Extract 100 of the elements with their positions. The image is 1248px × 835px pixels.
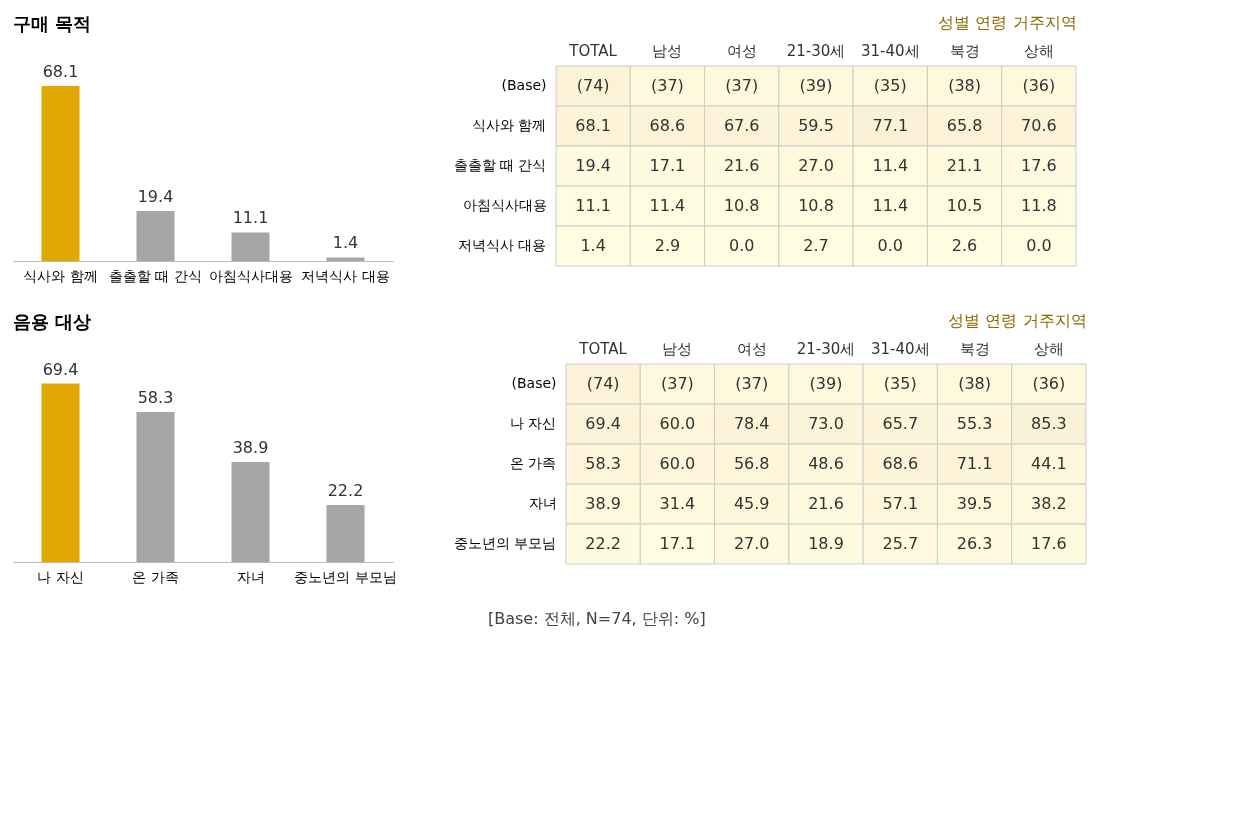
- y-tick-label: (Base): [511, 375, 557, 391]
- data-label: 10.8: [723, 196, 760, 215]
- data-label: (37): [661, 374, 694, 393]
- data-label: 68.1: [575, 116, 611, 135]
- y-tick-label: 저녁식사 대용: [458, 237, 547, 253]
- data-label: 68.6: [649, 116, 686, 135]
- data-label: 25.7: [882, 534, 919, 553]
- data-label: (37): [725, 76, 759, 95]
- data-label: 22.2: [585, 534, 621, 553]
- data-label: 21.6: [723, 156, 760, 175]
- data-label: 0.0: [877, 236, 904, 255]
- data-label: 10.8: [798, 196, 834, 215]
- x-tick-label: 21-30세: [796, 339, 856, 358]
- bar: [136, 412, 175, 562]
- data-label: (39): [799, 76, 833, 95]
- y-tick-label: 출출할 때 간식: [453, 157, 547, 173]
- data-label: 73.0: [808, 414, 844, 433]
- data-label: 60.0: [659, 454, 696, 473]
- bar: [41, 383, 80, 562]
- x-tick-label: 여성: [736, 339, 767, 358]
- data-label: 38.9: [232, 437, 269, 457]
- bar: [231, 232, 270, 261]
- data-label: 48.6: [808, 454, 844, 473]
- data-label: 65.7: [882, 414, 919, 433]
- data-label: (38): [958, 374, 991, 393]
- x-tick-label: 아침식사대용: [208, 267, 293, 284]
- text: 성별 연령 거주지역: [938, 13, 1077, 32]
- chart-title: 구매 목적: [13, 12, 92, 34]
- data-label: 10.5: [946, 196, 983, 215]
- x-tick-label: 31-40세: [870, 339, 930, 358]
- text: [Base: 전체, N=74, 단위: %]: [488, 609, 707, 630]
- y-tick-label: (Base): [501, 77, 547, 93]
- data-label: 17.6: [1021, 156, 1057, 175]
- bar: [326, 504, 365, 562]
- data-label: 22.2: [327, 480, 364, 500]
- data-label: 11.4: [872, 156, 909, 175]
- y-tick-label: 온 가족: [510, 455, 557, 471]
- data-label: (36): [1032, 374, 1066, 393]
- data-label: 65.8: [946, 116, 983, 135]
- data-label: 67.6: [723, 116, 760, 135]
- data-label: 58.3: [137, 388, 174, 408]
- data-label: 55.3: [956, 414, 993, 433]
- data-label: 17.1: [649, 156, 686, 175]
- data-label: 57.1: [882, 494, 919, 513]
- x-tick-label: 온 가족: [132, 568, 179, 585]
- data-label: 69.4: [42, 359, 79, 379]
- x-tick-label: 나 자신: [37, 568, 84, 585]
- data-label: 85.3: [1031, 414, 1067, 433]
- x-tick-label: 상해: [1033, 339, 1064, 358]
- data-label: 77.1: [872, 116, 909, 135]
- data-label: 27.0: [733, 534, 770, 553]
- x-tick-label: 31-40세: [860, 41, 920, 60]
- data-label: 68.1: [42, 61, 79, 81]
- data-label: 17.1: [659, 534, 696, 553]
- data-label: 44.1: [1031, 454, 1067, 473]
- x-tick-label: TOTAL: [568, 41, 618, 60]
- x-tick-label: 남성: [662, 339, 693, 358]
- x-tick-label: 식사와 함께: [23, 267, 98, 284]
- data-label: (35): [883, 374, 917, 393]
- bar: [41, 85, 80, 261]
- data-label: 19.4: [137, 187, 174, 207]
- data-label: 18.9: [808, 534, 844, 553]
- data-label: 2.6: [951, 236, 978, 255]
- x-tick-label: 21-30세: [786, 41, 846, 60]
- data-label: (35): [873, 76, 907, 95]
- data-label: 26.3: [956, 534, 993, 553]
- data-label: 0.0: [728, 236, 755, 255]
- x-tick-label: TOTAL: [578, 339, 628, 358]
- data-label: 59.5: [798, 116, 834, 135]
- data-label: 0.0: [1026, 236, 1052, 255]
- data-label: 17.6: [1031, 534, 1067, 553]
- data-label: 1.4: [580, 236, 606, 255]
- chart-title: 음용 대상: [13, 310, 92, 332]
- data-label: 21.1: [946, 156, 983, 175]
- x-tick-label: 북경: [959, 339, 990, 358]
- x-tick-label: 출출할 때 간식: [109, 267, 202, 284]
- data-label: (39): [809, 374, 843, 393]
- data-label: 39.5: [956, 494, 993, 513]
- data-label: 71.1: [956, 454, 993, 473]
- y-tick-label: 나 자신: [510, 415, 557, 431]
- data-label: 11.4: [649, 196, 686, 215]
- y-tick-label: 아침식사대용: [462, 197, 547, 213]
- data-label: 1.4: [332, 233, 359, 253]
- data-label: 2.9: [654, 236, 681, 255]
- data-label: (37): [735, 374, 769, 393]
- data-label: 31.4: [659, 494, 696, 513]
- data-label: 68.6: [882, 454, 919, 473]
- data-label: (37): [651, 76, 684, 95]
- data-label: 78.4: [733, 414, 770, 433]
- x-tick-label: 북경: [949, 41, 980, 60]
- data-label: 56.8: [733, 454, 770, 473]
- data-label: 2.7: [803, 236, 829, 255]
- data-label: (38): [948, 76, 981, 95]
- data-label: 38.9: [585, 494, 621, 513]
- data-label: 58.3: [585, 454, 621, 473]
- data-label: (36): [1022, 76, 1056, 95]
- text: 성별 연령 거주지역: [948, 311, 1087, 330]
- data-label: 11.1: [575, 196, 611, 215]
- x-tick-label: 중노년의 부모님: [294, 568, 397, 585]
- x-tick-label: 자녀: [236, 568, 265, 585]
